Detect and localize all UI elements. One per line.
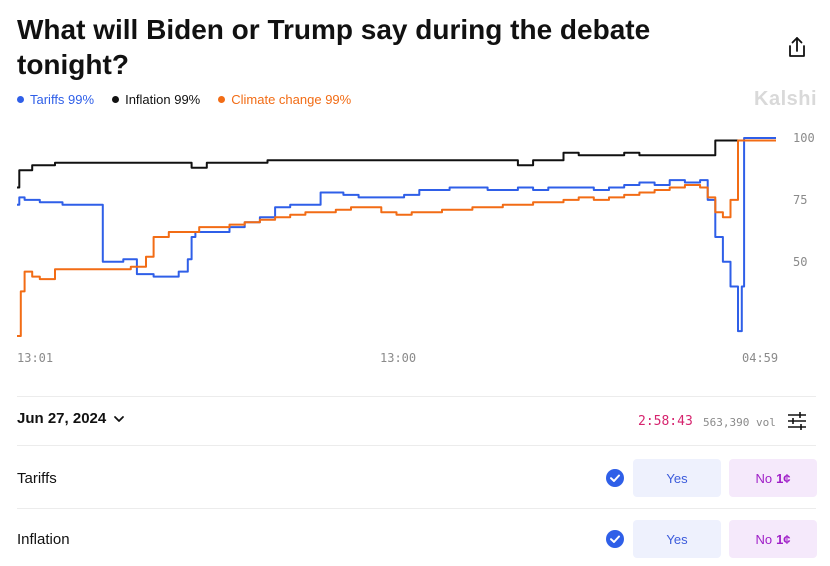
chart-legend: Tariffs 99% Inflation 99% Climate change… (17, 92, 351, 107)
x-tick-label: 13:00 (380, 351, 416, 365)
legend-dot-climate-change (218, 96, 226, 103)
page-title: What will Biden or Trump say during the … (17, 14, 651, 80)
date-selector[interactable]: Jun 27, 2024 (17, 410, 126, 427)
legend-label-tariffs: Tariffs 99% (30, 92, 95, 107)
legend-item-tariffs[interactable]: Tariffs 99% (17, 92, 94, 107)
chevron-down-icon (114, 415, 125, 422)
divider (17, 445, 816, 446)
price-chart[interactable]: 100 75 50 13:01 13:00 04:59 (0, 118, 830, 378)
series-line-inflation (17, 139, 776, 189)
divider (17, 508, 816, 509)
series-line-climate-change (17, 139, 776, 337)
check-circle-icon (606, 530, 624, 548)
sliders-icon (788, 412, 806, 430)
legend-dot-inflation (112, 96, 120, 103)
yes-button[interactable]: Yes (633, 459, 721, 497)
volume-label: 563,390 vol (703, 416, 776, 429)
share-button[interactable] (784, 34, 810, 62)
no-button-label: No (755, 470, 773, 486)
series-layer (17, 137, 776, 337)
no-button[interactable]: No 1¢ (729, 520, 817, 558)
share-icon (789, 37, 805, 57)
yes-button[interactable]: Yes (633, 520, 721, 558)
x-tick-label: 13:01 (17, 351, 53, 365)
divider (17, 396, 816, 397)
no-price: 1¢ (776, 470, 791, 486)
brand-logo: Kalshi (754, 88, 818, 110)
x-axis-ticks: 13:01 13:00 04:59 (17, 351, 778, 365)
series-line-tariffs (17, 137, 776, 333)
market-label: Inflation (17, 531, 70, 548)
x-tick-label: 04:59 (742, 351, 778, 365)
market-row-inflation: Inflation Yes No 1¢ (17, 519, 817, 559)
legend-item-climate-change[interactable]: Climate change 99% (218, 92, 351, 107)
no-button[interactable]: No 1¢ (729, 459, 817, 497)
y-tick-label: 100 (793, 131, 815, 145)
legend-label-inflation: Inflation 99% (125, 92, 201, 107)
y-tick-label: 75 (793, 193, 807, 207)
check-circle-icon (606, 469, 624, 487)
no-button-label: No (755, 531, 773, 547)
market-row-tariffs: Tariffs Yes No 1¢ (17, 458, 817, 498)
legend-label-climate-change: Climate change 99% (231, 92, 352, 107)
no-price: 1¢ (776, 531, 791, 547)
date-label: Jun 27, 2024 (17, 410, 107, 427)
legend-dot-tariffs (17, 96, 24, 103)
legend-item-inflation[interactable]: Inflation 99% (112, 92, 200, 107)
market-label: Tariffs (17, 470, 57, 487)
countdown-timer: 2:58:43 (638, 414, 693, 429)
y-tick-label: 50 (793, 255, 807, 269)
chart-settings-button[interactable] (786, 410, 808, 432)
y-axis-ticks: 100 75 50 (793, 131, 815, 269)
